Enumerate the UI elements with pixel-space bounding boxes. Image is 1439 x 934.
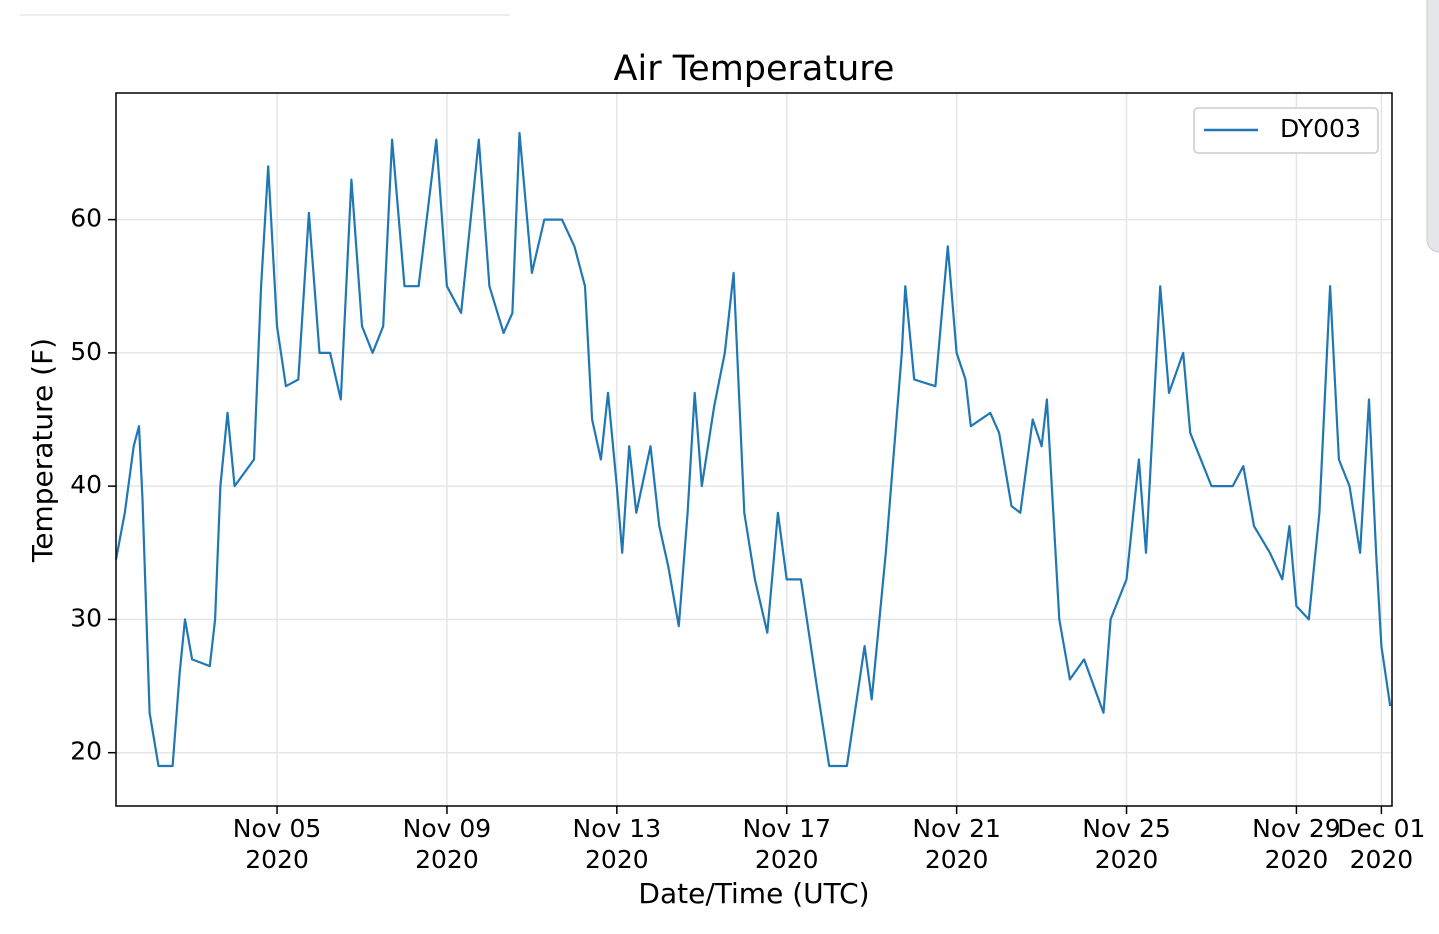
x-tick-label-line: Nov 21 [912,814,1001,843]
x-tick-label: Nov 05 2020 [233,814,322,874]
x-tick-label-line: Nov 05 [233,814,322,843]
x-tick-label-line: 2020 [755,845,819,874]
x-tick-label-line: 2020 [1095,845,1159,874]
x-tick-label: Nov 25 2020 [1082,814,1171,874]
x-tick-label: Nov 21 2020 [912,814,1001,874]
legend-label: DY003 [1280,114,1361,143]
x-tick-label-line: Nov 09 [403,814,492,843]
x-tick-label-line: Dec 01 [1337,814,1425,843]
x-tick-label-line: Nov 13 [573,814,662,843]
y-tick-label: 60 [70,204,102,233]
plot-frame [115,92,1393,807]
y-tick-label: 50 [70,337,102,366]
x-tick-label-line: 2020 [1350,845,1414,874]
y-tick-label: 40 [70,470,102,499]
chart-title: Air Temperature [614,49,895,89]
data-line [114,131,1392,768]
x-tick-label: Dec 01 2020 [1337,814,1425,874]
x-tick-label: Nov 29 2020 [1252,814,1341,874]
scroll-panel [1426,0,1439,253]
x-tick-label-line: Nov 29 [1252,814,1341,843]
x-tick-label-line: 2020 [585,845,649,874]
y-axis-label: Temperature (F) [26,338,59,563]
y-tick-label: 20 [70,737,102,766]
x-tick-label: Nov 17 2020 [742,814,831,874]
x-tick-label: Nov 09 2020 [403,814,492,874]
x-tick-label-line: 2020 [415,845,479,874]
y-tick-label: 30 [70,603,102,632]
x-tick-label: Nov 13 2020 [573,814,662,874]
x-tick-label-line: Nov 25 [1082,814,1171,843]
x-tick-label-line: 2020 [1265,845,1329,874]
x-axis-label: Date/Time (UTC) [638,877,869,910]
x-tick-label-line: 2020 [245,845,309,874]
x-tick-label-line: 2020 [925,845,989,874]
x-tick-label-line: Nov 17 [742,814,831,843]
legend-box [1193,107,1379,154]
